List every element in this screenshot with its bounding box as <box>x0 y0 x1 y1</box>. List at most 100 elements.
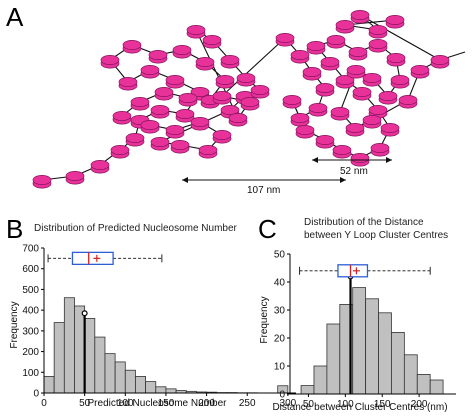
nucleosome-icon <box>330 107 350 121</box>
nucleosome-disc-top <box>390 75 410 85</box>
nucleosome-disc-top <box>290 113 310 123</box>
nucleosome-icon <box>332 145 352 159</box>
y-tick-label: 200 <box>22 347 39 358</box>
nucleosome-icon <box>315 135 335 149</box>
nucleosome-icon <box>220 55 240 69</box>
nucleosome-disc-top <box>345 123 365 133</box>
nucleosome-disc-top <box>370 143 390 153</box>
histogram-bar <box>416 373 431 395</box>
nucleosome-icon <box>186 25 206 39</box>
nucleosome-disc-top <box>378 91 398 101</box>
nucleosome-icon <box>345 123 365 137</box>
histogram-bar <box>135 376 147 394</box>
x-tick-label: 100 <box>117 398 134 409</box>
nucleosome-disc-top <box>110 145 130 155</box>
nucleosome-icon <box>362 73 382 87</box>
nucleosome-icon <box>368 39 388 53</box>
x-tick-label: 300 <box>280 398 297 409</box>
y-tick-label: 700 <box>22 244 39 255</box>
nucleosome-disc-top <box>190 117 210 127</box>
arrow-head-left-icon <box>312 157 318 163</box>
nucleosome-disc-top <box>398 95 418 105</box>
nucleosome-disc-top <box>385 15 405 25</box>
histogram-bar <box>300 385 315 395</box>
nucleosome-icon <box>290 50 310 64</box>
nucleosome-disc-top <box>362 73 382 83</box>
nucleosome-disc-top <box>172 45 192 55</box>
nucleosome-icon <box>32 175 52 189</box>
y-tick-label: 10 <box>274 362 286 373</box>
nucleosome-disc-top <box>250 85 270 95</box>
y-tick-label: 50 <box>274 250 286 261</box>
histogram-bar <box>94 336 106 394</box>
y-tick-label: 0 <box>279 390 285 401</box>
dimension-107nm: 107 nm <box>182 177 346 196</box>
histogram-bar <box>313 365 328 395</box>
chart-c-title-line1: Distribution of the Distance <box>304 217 424 228</box>
nucleosome-icon <box>165 75 185 89</box>
nucleosome-disc-top <box>140 65 160 75</box>
histogram-bar <box>165 388 177 394</box>
nucleosome-icon <box>275 33 295 47</box>
nucleosome-disc-top <box>198 145 218 155</box>
chart-c-xlabel: Distance between Cluster Centres (nm) <box>272 402 447 413</box>
nucleosome-disc-top <box>215 75 235 85</box>
x-tick-label: 200 <box>411 399 428 410</box>
boxplot-box <box>71 251 114 266</box>
nucleosome-disc-top <box>306 41 326 51</box>
nucleosome-disc-top <box>302 67 322 77</box>
nucleosome-icon <box>150 137 170 151</box>
nucleosome-icon <box>170 140 190 154</box>
nucleosome-icon <box>172 45 192 59</box>
dimension-52nm: 52 nm <box>312 157 392 177</box>
nucleosome-disc-top <box>368 39 388 49</box>
histogram-bar <box>326 323 341 395</box>
nucleosome-icon <box>348 47 368 61</box>
panel-label-c: C <box>258 214 277 244</box>
arrow-head-right-icon <box>340 177 346 183</box>
nucleosome-disc-top <box>236 73 256 83</box>
nucleosome-icon <box>154 87 174 101</box>
chart-b-ylabel: Frequency <box>9 301 20 348</box>
nucleosome-disc-top <box>308 103 328 113</box>
nucleosome-icon <box>295 125 315 139</box>
y-tick-label: 100 <box>22 368 39 379</box>
histogram-bar <box>155 386 167 394</box>
nucleosome-icon <box>212 130 232 144</box>
nucleosome-icon <box>112 111 132 125</box>
nucleosome-icon <box>240 97 260 111</box>
nucleosome-disc-top <box>346 65 366 75</box>
nucleosome-group <box>32 10 450 189</box>
histogram-bar <box>114 361 126 394</box>
nucleosome-icon <box>308 103 328 117</box>
nucleosome-icon <box>378 91 398 105</box>
nucleosome-icon <box>430 55 450 69</box>
nucleosome-icon <box>140 65 160 79</box>
nucleosome-disc-top <box>122 40 142 50</box>
y-tick-label: 30 <box>274 306 286 317</box>
nucleosome-disc-top <box>348 47 368 57</box>
nucleosome-icon <box>140 120 160 134</box>
nucleosome-icon <box>190 117 210 131</box>
nucleosome-disc-top <box>350 153 370 163</box>
nucleosome-icon <box>100 55 120 69</box>
nucleosome-disc-top <box>125 133 145 143</box>
nucleosome-icon <box>398 95 418 109</box>
x-tick-label: 50 <box>79 398 91 409</box>
nucleosome-disc-top <box>186 25 206 35</box>
x-tick-label: 200 <box>198 398 215 409</box>
nucleosome-icon <box>118 77 138 91</box>
nucleosome-disc-top <box>282 95 302 105</box>
histogram-bar <box>403 354 418 395</box>
nucleosome-icon <box>352 87 372 101</box>
nucleosome-disc-top <box>170 140 190 150</box>
nucleosome-disc-top <box>150 137 170 147</box>
histogram-bar <box>53 322 65 394</box>
nucleosome-icon <box>90 160 110 174</box>
nucleosome-icon <box>228 113 248 127</box>
nucleosome-disc-top <box>148 50 168 60</box>
nucleosome-icon <box>390 75 410 89</box>
histogram-bar <box>378 312 392 395</box>
